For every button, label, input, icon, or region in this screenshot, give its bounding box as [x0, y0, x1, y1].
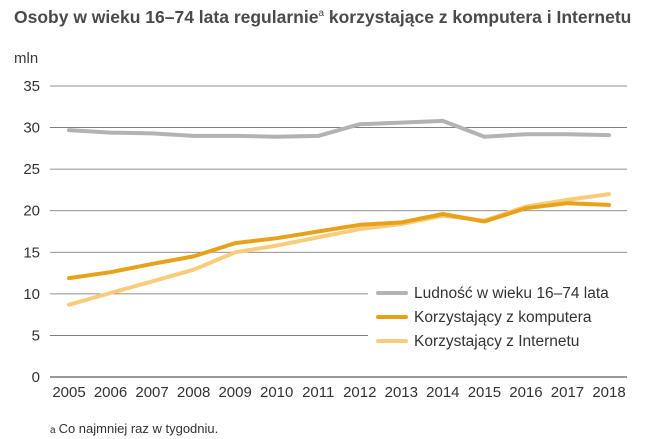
series-lines — [67, 118, 611, 307]
x-tick-label: 2015 — [468, 384, 501, 401]
chart-title-text: Osoby w wieku 16–74 lata regularnie — [14, 7, 319, 27]
x-tick-label: 2016 — [509, 384, 542, 401]
y-tick-label: 0 — [32, 369, 40, 386]
y-axis-ticks: 0 5 10 15 20 25 30 35 — [23, 78, 40, 386]
footnote-marker: a — [50, 425, 56, 436]
legend-label: Ludność w wieku 16–74 lata — [414, 285, 609, 302]
footnote: a Co najmniej raz w tygodniu. — [50, 421, 218, 436]
y-tick-label: 10 — [23, 286, 40, 303]
x-tick-label: 2009 — [218, 384, 251, 401]
footnote-text: Co najmniej raz w tygodniu. — [58, 421, 219, 436]
y-tick-label: 35 — [23, 78, 40, 95]
x-tick-label: 2011 — [302, 384, 334, 401]
legend: Ludność w wieku 16–74 lata Korzystający z… — [368, 278, 627, 358]
legend-label: Korzystający z komputera — [414, 309, 592, 326]
x-tick-label: 2012 — [343, 384, 376, 401]
y-tick-label: 30 — [23, 120, 40, 137]
x-tick-label: 2008 — [177, 384, 210, 401]
series-line-1 — [67, 118, 611, 139]
x-tick-label: 2014 — [426, 384, 459, 401]
x-tick-label: 2013 — [385, 384, 418, 401]
x-tick-label: 2010 — [260, 384, 293, 401]
y-tick-label: 20 — [23, 203, 40, 220]
x-axis-ticks: 2005 2006 2007 2008 2009 2010 2011 2012 2013 2014… — [52, 384, 625, 401]
series-line-2 — [67, 201, 611, 281]
x-tick-label: 2005 — [52, 384, 85, 401]
y-tick-label: 25 — [23, 161, 40, 178]
x-tick-label: 2017 — [551, 384, 584, 401]
title-footnote-marker: a — [318, 8, 325, 19]
y-tick-label: 15 — [23, 244, 40, 261]
x-tick-label: 2018 — [592, 384, 625, 401]
y-axis-unit-label: mln — [14, 50, 39, 67]
legend-background — [368, 278, 627, 358]
x-tick-label: 2007 — [135, 384, 168, 401]
x-tick-label: 2006 — [94, 384, 127, 401]
legend-label: Korzystający z Internetu — [414, 333, 579, 350]
y-tick-label: 5 — [32, 327, 40, 344]
chart-title-text-cont: korzystające z komputera i Internetu — [324, 7, 632, 27]
chart-title: Osoby w wieku 16–74 lata regularniea kor… — [14, 4, 634, 27]
